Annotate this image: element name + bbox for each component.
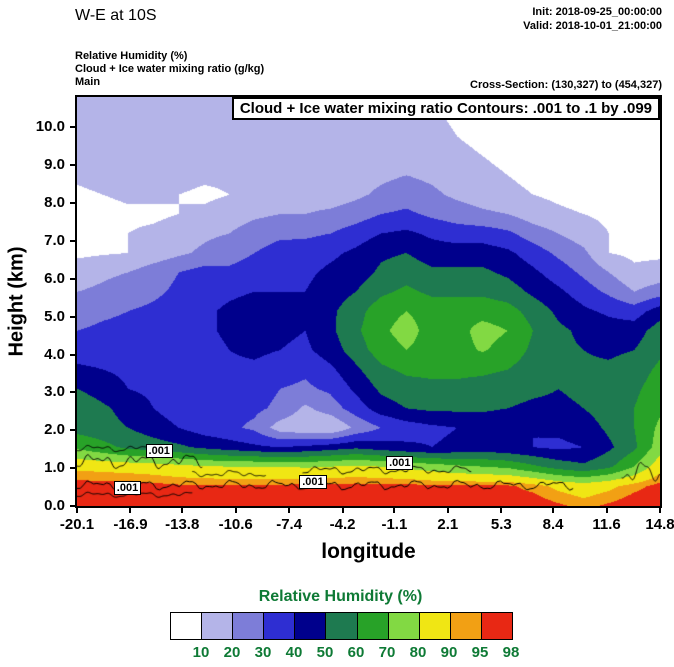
colorbar-tick-label: 70 xyxy=(378,644,396,661)
x-tick-mark xyxy=(181,508,184,513)
cloud-contour-label: .001 xyxy=(145,444,173,459)
page-title: W-E at 10S xyxy=(75,7,157,24)
y-tick-label: 5.0 xyxy=(44,307,65,325)
x-tick-mark xyxy=(552,508,555,513)
x-axis-title: longitude xyxy=(321,540,416,563)
colorbar-labels: 10 20 30 40 50 60 70 80 90 95 98 xyxy=(170,644,520,662)
y-tick-mark xyxy=(70,202,75,205)
cloud-contour-label: .001 xyxy=(299,475,327,490)
field-contour-label: Cloud + Ice water mixing ratio (g/kg) xyxy=(75,63,265,75)
x-tick-mark xyxy=(500,508,503,513)
colorbar-tick-label: 50 xyxy=(316,644,334,661)
field-domain-label: Main xyxy=(75,76,101,88)
colorbar-cell xyxy=(387,613,419,639)
colorbar-tick-label: 30 xyxy=(254,644,272,661)
y-axis-title: Height (km) xyxy=(5,246,28,357)
x-tick-label: 11.6 xyxy=(592,516,621,533)
field-list: Relative Humidity (%) Cloud + Ice water … xyxy=(75,50,264,89)
x-tick-label: 8.4 xyxy=(542,516,564,533)
x-tick-mark xyxy=(234,508,237,513)
init-time: Init: 2018-09-25_00:00:00 xyxy=(532,6,662,18)
x-tick-mark xyxy=(605,508,608,513)
colorbar-tick-label: 98 xyxy=(502,644,520,661)
y-tick-mark xyxy=(70,505,75,507)
x-tick-label: -20.1 xyxy=(59,516,95,533)
x-tick-mark xyxy=(288,508,291,513)
y-tick-label: 10.0 xyxy=(35,118,65,136)
contour-info-box: Cloud + Ice water mixing ratio Contours:… xyxy=(231,97,660,120)
colorbar-tick-label: 60 xyxy=(347,644,365,661)
colorbar-cell xyxy=(232,613,264,639)
y-tick-mark xyxy=(70,164,75,167)
colorbar-cell xyxy=(480,613,513,639)
cross-section-plot: Cloud + Ice water mixing ratio Contours:… xyxy=(36,95,674,533)
rh-shaded-field-canvas xyxy=(77,97,660,506)
y-tick-label: 7.0 xyxy=(44,231,65,249)
y-tick-mark xyxy=(70,277,75,280)
colorbar-cell xyxy=(294,613,326,639)
y-tick-label: 8.0 xyxy=(44,194,65,212)
colorbar-cell xyxy=(356,613,388,639)
colorbar-tick-label: 20 xyxy=(223,644,241,661)
colorbar-cell xyxy=(449,613,481,639)
run-times: Init: 2018-09-25_00:00:00 Valid: 2018-10… xyxy=(523,5,662,33)
y-tick-label: 9.0 xyxy=(44,156,65,174)
x-tick-label: 14.8 xyxy=(645,516,674,533)
x-tick-label: -10.6 xyxy=(218,516,253,533)
x-tick-label: -1.1 xyxy=(381,516,408,533)
y-tick-mark xyxy=(70,429,75,432)
valid-time: Valid: 2018-10-01_21:00:00 xyxy=(523,20,662,32)
x-tick-mark xyxy=(76,508,78,513)
y-tick-mark xyxy=(70,126,75,129)
x-tick-label: -13.8 xyxy=(165,516,200,533)
x-tick-label: 2.1 xyxy=(437,516,459,533)
y-tick-label: 3.0 xyxy=(44,383,65,401)
y-tick-mark xyxy=(70,239,75,242)
colorbar-tick-label: 90 xyxy=(440,644,458,661)
field-shaded-label: Relative Humidity (%) xyxy=(75,50,188,62)
x-tick-mark xyxy=(659,508,661,513)
colorbar-cell xyxy=(171,613,202,639)
y-tick-mark xyxy=(70,353,75,356)
x-tick-mark xyxy=(341,508,344,513)
x-tick-label: -7.4 xyxy=(276,516,303,533)
y-tick-label: 6.0 xyxy=(44,269,65,287)
colorbar-tick-label: 95 xyxy=(471,644,489,661)
colorbar-tick-label: 10 xyxy=(192,644,210,661)
colorbar-cell xyxy=(201,613,233,639)
x-tick-label: -4.2 xyxy=(329,516,356,533)
colorbar-title: Relative Humidity (%) xyxy=(258,588,423,605)
colorbar-cell xyxy=(263,613,295,639)
x-tick-label: -16.9 xyxy=(113,516,148,533)
colorbar-cell xyxy=(418,613,450,639)
y-tick-label: 0.0 xyxy=(44,497,65,514)
x-tick-mark xyxy=(393,508,396,513)
y-tick-mark xyxy=(70,467,75,470)
x-tick-mark xyxy=(129,508,132,513)
cloud-contour-label: .001 xyxy=(113,480,142,495)
y-tick-mark xyxy=(70,391,75,394)
colorbar-cell xyxy=(325,613,357,639)
colorbar xyxy=(170,612,513,640)
x-tick-mark xyxy=(446,508,449,513)
cloud-contour-label: .001 xyxy=(386,456,414,471)
colorbar-tick-label: 40 xyxy=(285,644,303,661)
colorbar-tick-label: 80 xyxy=(409,644,427,661)
y-tick-label: 1.0 xyxy=(44,459,65,477)
y-tick-label: 4.0 xyxy=(44,345,65,363)
x-tick-label: 5.3 xyxy=(490,516,512,533)
cross-section-coordinates: Cross-Section: (130,327) to (454,327) xyxy=(470,79,662,91)
y-tick-label: 2.0 xyxy=(44,421,65,439)
y-tick-mark xyxy=(70,315,75,318)
